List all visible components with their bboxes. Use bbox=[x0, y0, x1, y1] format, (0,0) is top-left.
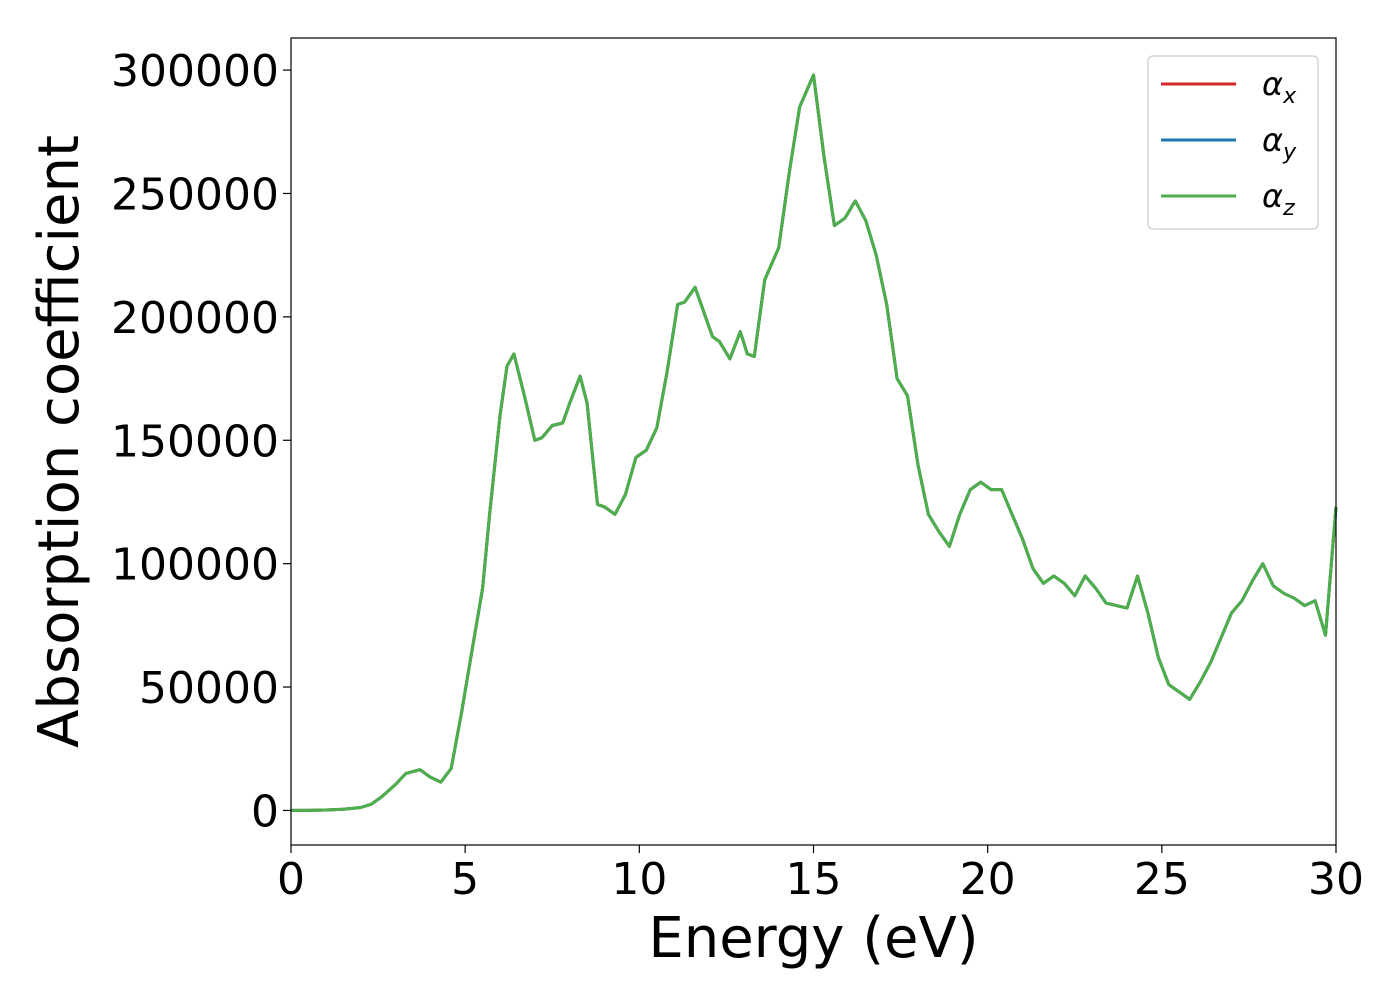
y-tick-label: 150000 bbox=[111, 416, 279, 467]
x-tick-label: 20 bbox=[960, 854, 1016, 905]
x-tick-label: 30 bbox=[1308, 854, 1364, 905]
y-tick-label: 300000 bbox=[111, 46, 279, 97]
plot-lines bbox=[291, 73, 1338, 812]
x-axis-ticks: 0 5 10 15 20 25 30 bbox=[277, 845, 1364, 905]
legend-label-z: αz bbox=[1262, 177, 1295, 221]
legend: αx αy αz bbox=[1147, 55, 1319, 230]
y-tick-label: 0 bbox=[251, 786, 279, 837]
legend-label-y: αy bbox=[1262, 121, 1297, 165]
x-tick-label: 25 bbox=[1134, 854, 1190, 905]
x-tick-label: 5 bbox=[451, 854, 479, 905]
legend-box bbox=[1147, 55, 1319, 230]
x-axis-title: Energy (eV) bbox=[648, 906, 978, 971]
y-tick-label: 100000 bbox=[111, 540, 279, 591]
series-line-z bbox=[291, 73, 1338, 812]
y-axis-ticks: 0 50000 100000 150000 200000 250000 300000 bbox=[111, 46, 291, 837]
y-tick-label: 50000 bbox=[139, 663, 279, 714]
y-tick-label: 250000 bbox=[111, 169, 279, 220]
x-tick-label: 0 bbox=[277, 854, 305, 905]
x-tick-label: 10 bbox=[611, 854, 667, 905]
legend-label-x: αx bbox=[1262, 65, 1297, 109]
y-tick-label: 200000 bbox=[111, 293, 279, 344]
x-tick-label: 15 bbox=[786, 854, 842, 905]
y-axis-title: Absorption coefficient bbox=[27, 135, 92, 748]
